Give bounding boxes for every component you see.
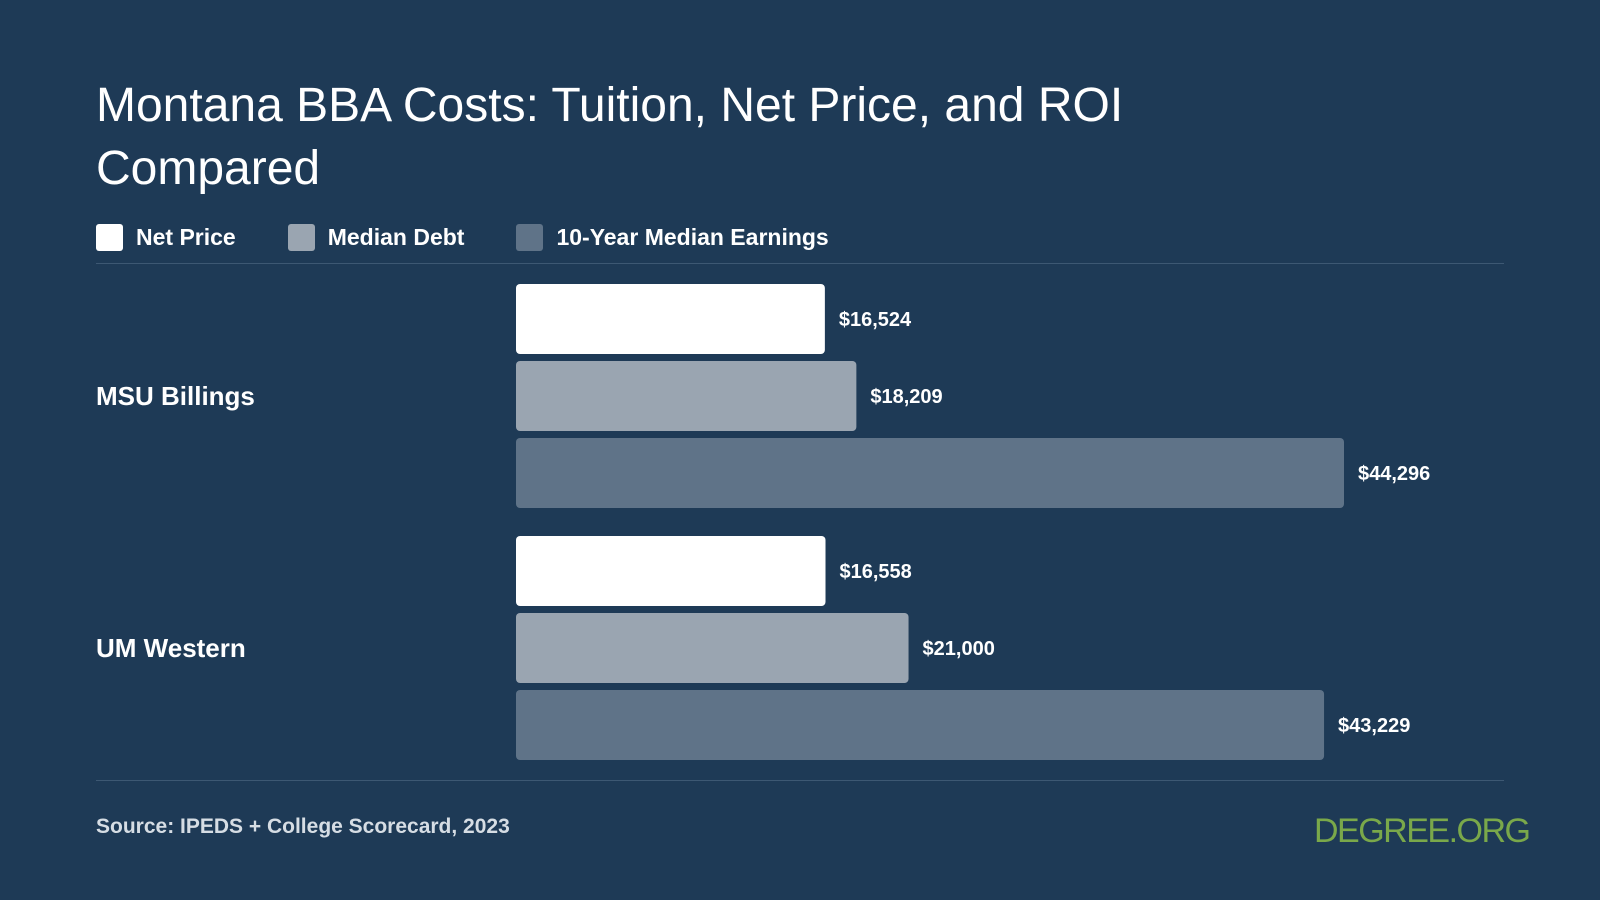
legend-label-median-debt: Median Debt [327, 223, 465, 250]
data-label-um-western-median-debt: $21,000 [923, 638, 995, 660]
legend-item-median-debt: Median Debt [287, 223, 465, 251]
bar-um-western-net-price [516, 536, 826, 606]
legend-item-median-earnings: 10-Year Median Earnings [516, 223, 829, 251]
legend-swatch-median-debt [287, 223, 315, 251]
legend-label-net-price: Net Price [136, 223, 236, 250]
category-label-um-western: UM Western [96, 633, 246, 663]
legend-label-median-earnings: 10-Year Median Earnings [556, 223, 829, 250]
data-label-msu-billings-10-year-median-earnings: $44,296 [1358, 463, 1430, 485]
bar-um-western-10-year-median-earnings [516, 690, 1325, 760]
bar-um-western-median-debt [516, 613, 909, 683]
chart-legend: Net Price Median Debt 10-Year Median Ear… [96, 222, 881, 252]
legend-swatch-median-earnings [516, 223, 544, 251]
legend-swatch-net-price [96, 223, 123, 251]
category-label-msu-billings: MSU Billings [96, 381, 255, 411]
data-label-msu-billings-net-price: $16,524 [839, 309, 912, 331]
footer-divider [96, 780, 1504, 781]
chart-title: Montana BBA Costs: Tuition, Net Price, a… [96, 79, 1124, 195]
header-divider [96, 263, 1504, 264]
bar-msu-billings-median-debt [516, 361, 857, 431]
bar-msu-billings-net-price [516, 284, 825, 354]
legend-item-net-price: Net Price [96, 223, 236, 251]
source-note: Source: IPEDS + College Scorecard, 2023 [96, 815, 510, 838]
brand-logo: DEGREE.ORG [1314, 812, 1531, 850]
data-label-msu-billings-median-debt: $18,209 [870, 386, 942, 408]
data-label-um-western-10-year-median-earnings: $43,229 [1338, 715, 1410, 737]
bar-msu-billings-10-year-median-earnings [516, 438, 1344, 508]
data-label-um-western-net-price: $16,558 [840, 561, 912, 583]
